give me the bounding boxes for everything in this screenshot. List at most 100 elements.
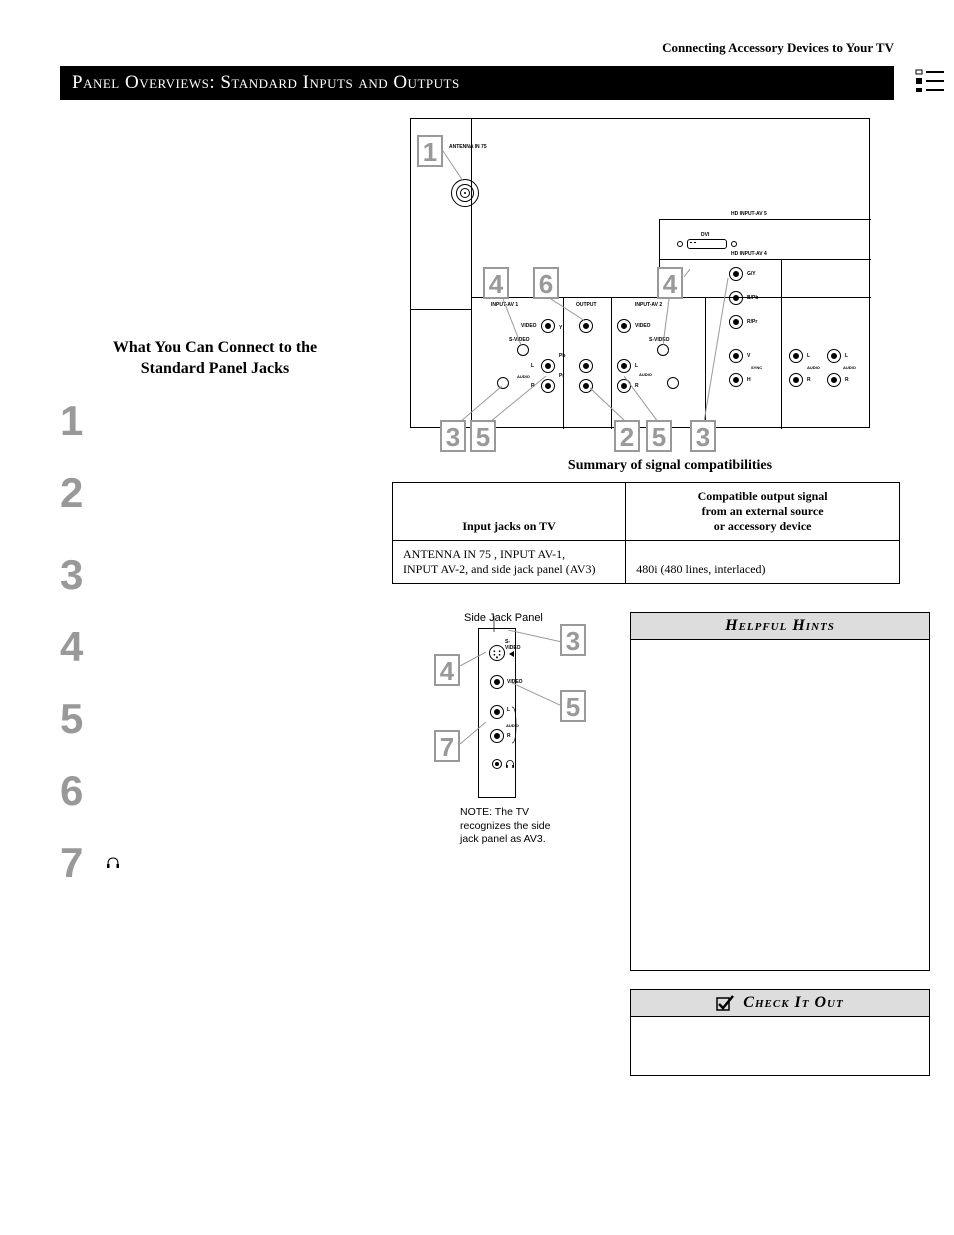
callout-1-line bbox=[443, 147, 467, 183]
left-column: What You Can Connect to the Standard Pan… bbox=[60, 118, 370, 1076]
table-row: ANTENNA IN 75 , INPUT AV-1, INPUT AV-2, … bbox=[393, 541, 900, 584]
num-2: 2 bbox=[60, 472, 102, 514]
hints-box: Helpful Hints bbox=[630, 612, 930, 971]
num-3: 3 bbox=[60, 554, 102, 596]
panel-icon bbox=[914, 68, 946, 94]
sp-r-label: R bbox=[507, 733, 511, 739]
title-bar: Panel Overviews: Standard Inputs and Out… bbox=[60, 66, 894, 100]
check-header: Check It Out bbox=[631, 990, 929, 1017]
callout-4a-line bbox=[503, 299, 525, 347]
sp-callout-7: 7 bbox=[434, 730, 460, 762]
hd5-label: HD INPUT-AV 5 bbox=[731, 211, 767, 217]
sp-callout-3-line bbox=[508, 630, 562, 646]
callout-6-line bbox=[551, 299, 587, 323]
callout-4b-line bbox=[666, 269, 690, 281]
sp-callout-7-line bbox=[460, 722, 486, 746]
sp-callout-4: 4 bbox=[434, 654, 460, 686]
side-panel-title: Side Jack Panel bbox=[464, 612, 610, 624]
table-row1-col2: 480i (480 lines, interlaced) bbox=[626, 541, 900, 584]
hd4-v-jack bbox=[729, 349, 743, 363]
sp-l-jack bbox=[490, 705, 504, 719]
hd4-bpb-label: B/Pb bbox=[747, 295, 758, 301]
sp-callout-3: 3 bbox=[560, 624, 586, 656]
sp-arrow bbox=[509, 651, 514, 657]
num-1: 1 bbox=[60, 400, 102, 442]
callout-3b-line bbox=[700, 278, 730, 422]
num-5: 5 bbox=[60, 698, 102, 740]
sp-callout-4-line bbox=[460, 652, 486, 666]
sp-svideo-jack bbox=[489, 645, 505, 661]
sp-callout-5: 5 bbox=[560, 690, 586, 722]
av1-l-jack bbox=[541, 359, 555, 373]
side-panel-note: NOTE: The TV recognizes the side jack pa… bbox=[460, 806, 560, 847]
hd-audio-l-jack bbox=[789, 349, 803, 363]
sp-callout-5-line bbox=[510, 682, 562, 706]
callout-4a: 4 bbox=[483, 267, 509, 299]
callout-2-line bbox=[590, 388, 626, 422]
av2-l-jack bbox=[617, 359, 631, 373]
hints-body bbox=[631, 640, 929, 970]
hd4-gy-label: G/Y bbox=[747, 271, 756, 277]
sp-audio-bracket bbox=[512, 705, 518, 745]
hd4-h-label: H bbox=[747, 377, 751, 383]
av1-pb-label: Pb bbox=[559, 353, 565, 359]
hd5-audio-label: AUDIO bbox=[843, 365, 856, 370]
check-header-text: Check It Out bbox=[743, 994, 843, 1011]
hd4-rpr-jack bbox=[729, 315, 743, 329]
av2-arc-r bbox=[667, 377, 679, 389]
callout-5b: 5 bbox=[646, 420, 672, 452]
table-caption: Summary of signal compatibilities bbox=[410, 458, 930, 474]
top-header: Connecting Accessory Devices to Your TV bbox=[60, 40, 894, 56]
out-l-jack bbox=[579, 359, 593, 373]
table-col2-header: Compatible output signal from an externa… bbox=[626, 483, 900, 541]
callout-2: 2 bbox=[614, 420, 640, 452]
hd-audio-r-label: R bbox=[807, 377, 811, 383]
hints-header: Helpful Hints bbox=[631, 613, 929, 640]
callout-1: 1 bbox=[417, 135, 443, 167]
num-7: 7 bbox=[60, 842, 102, 884]
checkmark-icon bbox=[716, 995, 734, 1011]
num-6: 6 bbox=[60, 770, 102, 812]
callout-3a: 3 bbox=[440, 420, 466, 452]
hd4-bpb-jack bbox=[729, 291, 743, 305]
hd4-label: HD INPUT-AV 4 bbox=[731, 251, 767, 257]
av1-l-label: L bbox=[531, 363, 534, 369]
hd-audio-r-jack bbox=[789, 373, 803, 387]
title-text: Panel Overviews: Standard Inputs and Out… bbox=[72, 72, 460, 93]
num-4: 4 bbox=[60, 626, 102, 668]
hd4-h-jack bbox=[729, 373, 743, 387]
antenna-jack bbox=[451, 179, 479, 207]
hd-audio-l-label: L bbox=[807, 353, 810, 359]
callout-5a-line bbox=[490, 376, 548, 422]
table-row1-col1-l1: ANTENNA IN 75 , INPUT AV-1, bbox=[403, 547, 565, 561]
av1-pr-label: Pr bbox=[559, 373, 564, 379]
hd4-gy-jack bbox=[729, 267, 743, 281]
hd4-rpr-label: R/Pr bbox=[747, 319, 757, 325]
hd5-audio-r-label: R bbox=[845, 377, 849, 383]
callout-5b-line bbox=[624, 376, 658, 422]
hd-audio-label: AUDIO bbox=[807, 365, 820, 370]
sp-l-label: L bbox=[507, 707, 510, 713]
av2-l-label: L bbox=[635, 363, 638, 369]
callout-3b: 3 bbox=[690, 420, 716, 452]
dvi-screw-r bbox=[731, 241, 737, 247]
table-row1-col1-l2: INPUT AV-2, and side jack panel (AV3) bbox=[403, 562, 596, 576]
hd5-audio-l-label: L bbox=[845, 353, 848, 359]
check-body bbox=[631, 1017, 929, 1075]
subhead: What You Can Connect to the Standard Pan… bbox=[60, 338, 370, 380]
callout-4b-line2 bbox=[663, 299, 671, 347]
dvi-label: DVI bbox=[701, 232, 709, 238]
sp-video-jack bbox=[490, 675, 504, 689]
sp-headphone-icon bbox=[505, 759, 515, 769]
inputav2-label: INPUT-AV 2 bbox=[635, 302, 662, 308]
hd4-sync-label: SYNC bbox=[751, 365, 762, 370]
dvi-screw-l bbox=[677, 241, 683, 247]
callout-5a: 5 bbox=[470, 420, 496, 452]
hd5-audio-l-jack bbox=[827, 349, 841, 363]
sp-r-jack bbox=[490, 729, 504, 743]
subhead-l2: Standard Panel Jacks bbox=[141, 360, 289, 377]
hd4-v-label: V bbox=[747, 353, 750, 359]
headphone-icon bbox=[106, 856, 120, 870]
av2-video-label: VIDEO bbox=[635, 323, 651, 329]
side-panel-area: Side Jack Panel S-VIDEO VIDEO bbox=[430, 612, 610, 1076]
